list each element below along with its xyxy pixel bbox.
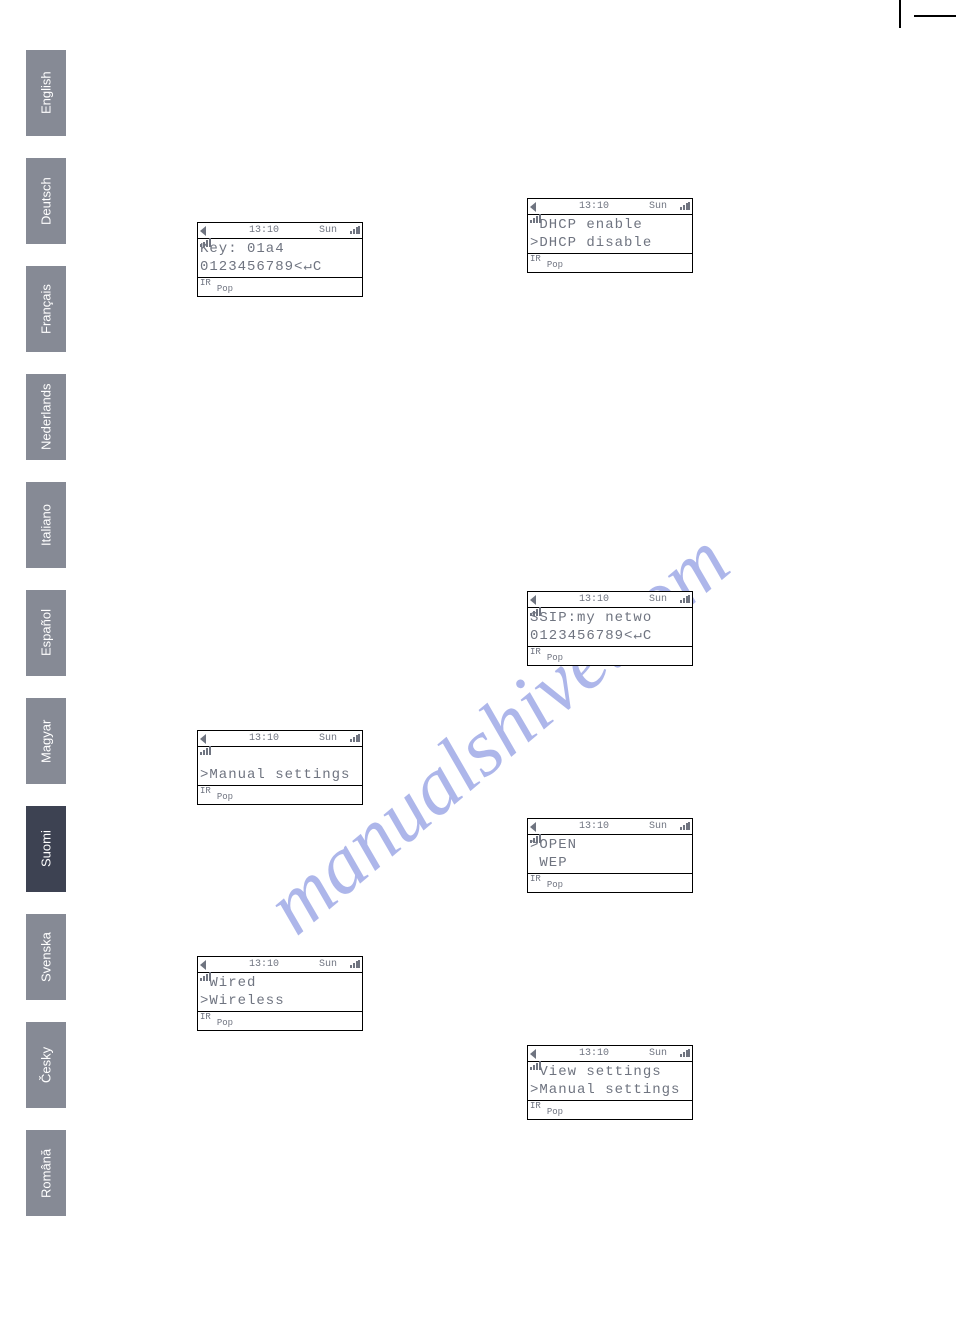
lcd-mode: IR [200,1012,211,1022]
watermark: manualshive.com [120,350,820,1050]
lcd-day: Sun [314,959,342,970]
lcd-mode: IR [530,874,541,884]
lcd-screen-dhcp: 13:10Sun DHCP enable>DHCP disableIRPop [527,198,693,273]
lcd-day: Sun [314,733,342,744]
lcd-mode: IR [530,647,541,657]
lcd-body: SSIP:my netwo0123456789<↵C [528,608,692,647]
lcd-line1: DHCP enable [530,216,690,234]
lcd-line1: >OPEN [530,836,690,854]
lcd-screen-key: 13:10SunKey: 01a40123456789<↵CIRPop [197,222,363,297]
lcd-time: 13:10 [218,733,310,744]
speaker-icon [200,734,214,744]
speaker-icon [200,960,214,970]
lcd-genre: Pop [547,647,563,663]
lang-tab-deutsch[interactable]: Deutsch [26,158,66,244]
lcd-line2: 0123456789<↵C [200,258,360,276]
antenna-icon [676,1047,690,1061]
lcd-time: 13:10 [548,201,640,212]
language-sidebar: English Deutsch Français Nederlands Italiano… [26,50,66,1238]
lcd-footer: IR Pop [528,874,692,892]
lcd-line2: >DHCP disable [530,234,690,252]
antenna-icon [676,593,690,607]
lcd-status-bar: 13:10 Sun [198,731,362,747]
lcd-mode: IR [200,278,211,288]
lcd-line2: >Manual settings [530,1081,690,1099]
lcd-time: 13:10 [548,1048,640,1059]
antenna-icon [346,958,360,972]
lcd-genre: Pop [217,786,233,802]
antenna-icon [346,224,360,238]
lcd-genre: Pop [547,874,563,890]
crop-mark [899,0,901,28]
lcd-line1: SSIP:my netwo [530,609,690,627]
lcd-line2: >Wireless [200,992,360,1010]
lcd-status-bar: 13:10 Sun [528,819,692,835]
lcd-day: Sun [644,821,672,832]
lcd-time: 13:10 [218,959,310,970]
lcd-body: Wired>Wireless [198,973,362,1012]
lcd-mode: IR [200,786,211,796]
lcd-footer: IR Pop [198,278,362,296]
lcd-footer: IR Pop [528,254,692,272]
lcd-line2: 0123456789<↵C [530,627,690,645]
lcd-footer: IR Pop [528,1101,692,1119]
lcd-footer: IR Pop [198,786,362,804]
lcd-footer: IR Pop [528,647,692,665]
lcd-time: 13:10 [548,594,640,605]
antenna-icon [676,820,690,834]
lang-tab-italiano[interactable]: Italiano [26,482,66,568]
lcd-screen-wired: 13:10Sun Wired>WirelessIRPop [197,956,363,1031]
speaker-icon [530,822,544,832]
lcd-status-bar: 13:10 Sun [198,223,362,239]
lcd-line1: Wired [200,974,360,992]
lcd-time: 13:10 [548,821,640,832]
lcd-genre: Pop [217,1012,233,1028]
lcd-screen-open: 13:10Sun>OPEN WEPIRPop [527,818,693,893]
lcd-mode: IR [530,1101,541,1111]
lcd-day: Sun [644,201,672,212]
lcd-mode: IR [530,254,541,264]
lcd-status-bar: 13:10 Sun [198,957,362,973]
lang-tab-česky[interactable]: Česky [26,1022,66,1108]
lcd-line1: View settings [530,1063,690,1081]
crop-mark [914,15,956,17]
lcd-body: >OPEN WEP [528,835,692,874]
lcd-day: Sun [314,225,342,236]
lang-tab-suomi[interactable]: Suomi [26,806,66,892]
antenna-icon [346,732,360,746]
lang-tab-español[interactable]: Español [26,590,66,676]
lcd-day: Sun [644,594,672,605]
lcd-screen-manual: 13:10 Sun >Manual settings IR Pop [197,730,363,805]
lang-tab-svenska[interactable]: Svenska [26,914,66,1000]
lcd-genre: Pop [547,1101,563,1117]
lcd-day: Sun [644,1048,672,1059]
lang-tab-nederlands[interactable]: Nederlands [26,374,66,460]
lcd-status-bar: 13:10 Sun [528,592,692,608]
lang-tab-magyar[interactable]: Magyar [26,698,66,784]
lcd-body: >Manual settings [198,747,362,786]
lcd-screen-ssip: 13:10SunSSIP:my netwo0123456789<↵CIRPop [527,591,693,666]
lcd-line2: WEP [530,854,690,872]
speaker-icon [530,595,544,605]
lcd-screen-view: 13:10Sun View settings>Manual settingsIR… [527,1045,693,1120]
speaker-icon [530,202,544,212]
lcd-status-bar: 13:10 Sun [528,199,692,215]
lcd-line1 [200,748,360,766]
antenna-icon [676,200,690,214]
lcd-body: DHCP enable>DHCP disable [528,215,692,254]
lcd-line1: Key: 01a4 [200,240,360,258]
lcd-line2: >Manual settings [200,766,360,784]
lcd-genre: Pop [217,278,233,294]
speaker-icon [200,226,214,236]
lcd-body: View settings>Manual settings [528,1062,692,1101]
lang-tab-english[interactable]: English [26,50,66,136]
lang-tab-română[interactable]: Română [26,1130,66,1216]
speaker-icon [530,1049,544,1059]
lcd-status-bar: 13:10 Sun [528,1046,692,1062]
lcd-genre: Pop [547,254,563,270]
lcd-time: 13:10 [218,225,310,236]
lcd-body: Key: 01a40123456789<↵C [198,239,362,278]
lcd-footer: IR Pop [198,1012,362,1030]
lang-tab-français[interactable]: Français [26,266,66,352]
